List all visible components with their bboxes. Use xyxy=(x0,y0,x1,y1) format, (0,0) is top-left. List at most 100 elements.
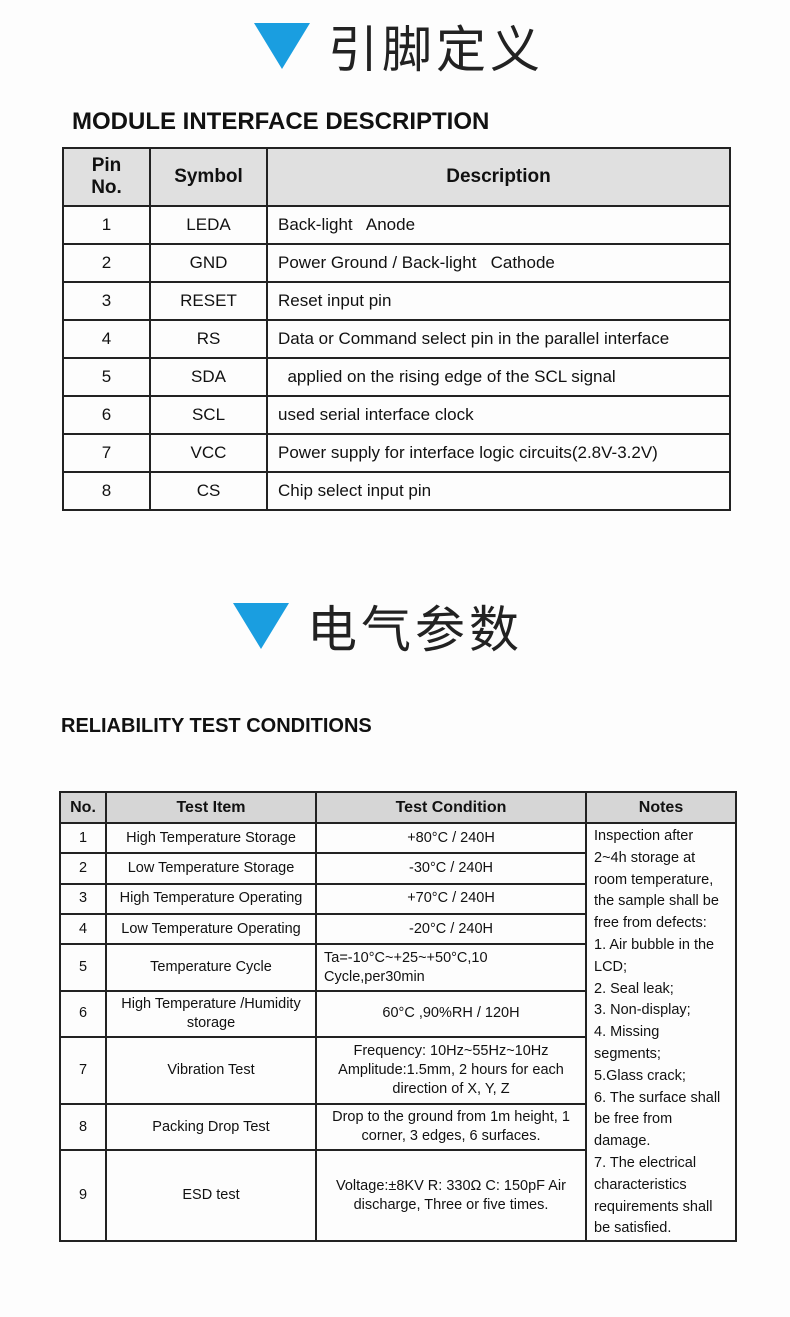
note-line: 3. Non-display; xyxy=(594,1002,691,1019)
test-condition: Drop to the ground from 1m height, 1 cor… xyxy=(315,1103,587,1151)
test-number: 9 xyxy=(59,1148,107,1243)
note-line: LCD; xyxy=(594,958,628,975)
test-item: ESD test xyxy=(105,1148,317,1243)
test-item: Vibration Test xyxy=(105,1035,317,1106)
pin-number: 8 xyxy=(62,471,151,511)
table-row: 3 RESET Reset input pin xyxy=(62,281,731,321)
note-line: 1. Air bubble in the xyxy=(594,936,715,953)
test-condition: +70°C / 240H xyxy=(315,882,587,916)
pin-description: Power supply for interface logic circuit… xyxy=(266,433,731,473)
pin-description: Data or Command select pin in the parall… xyxy=(266,319,731,359)
pin-symbol: RS xyxy=(149,319,268,359)
test-number: 2 xyxy=(59,852,107,885)
pin-symbol: SDA xyxy=(149,357,268,397)
pin-number: 6 xyxy=(62,395,151,435)
pin-symbol: VCC xyxy=(149,433,268,473)
table-row: 2 GND Power Ground / Back-light Cathode xyxy=(62,243,731,283)
pin-number: 4 xyxy=(62,319,151,359)
note-line: room temperature, xyxy=(594,871,714,888)
note-line: 5.Glass crack; xyxy=(594,1067,686,1084)
pin-number: 5 xyxy=(62,357,151,397)
header-test-condition: Test Condition xyxy=(315,791,587,824)
test-condition: Voltage:±8KV R: 330Ω C: 150pF Air discha… xyxy=(315,1148,587,1243)
test-number: 5 xyxy=(59,943,107,992)
table-row: 7 VCC Power supply for interface logic c… xyxy=(62,433,731,473)
note-line: 7. The electrical xyxy=(594,1154,697,1171)
note-line: requirements shall xyxy=(594,1198,713,1215)
pin-symbol: RESET xyxy=(149,281,268,321)
table-row: 9 ESD test Voltage:±8KV R: 330Ω C: 150pF… xyxy=(59,1148,736,1243)
header-notes: Notes xyxy=(585,791,737,824)
pin-description: Back-light Anode xyxy=(266,205,731,245)
note-line: 2. Seal leak; xyxy=(594,980,674,997)
table-row: 1 High Temperature Storage +80°C / 240H I… xyxy=(59,821,737,1243)
notes-cell: Inspection after 2~4h storage at room temp… xyxy=(585,821,737,1243)
note-line: characteristics xyxy=(594,1176,687,1193)
table-header: Pin No. Symbol Description xyxy=(62,147,731,207)
test-item: Low Temperature Storage xyxy=(105,852,317,885)
pin-symbol: SCL xyxy=(149,395,268,435)
note-line: be free from xyxy=(594,1111,673,1128)
test-number: 6 xyxy=(59,990,107,1038)
table-row: 2 Low Temperature Storage -30°C / 240H xyxy=(59,852,736,885)
table-row: 4 Low Temperature Operating -20°C / 240H xyxy=(59,913,736,946)
reliability-title: RELIABILITY TEST CONDITIONS xyxy=(61,715,372,737)
pin-description: used serial interface clock xyxy=(266,395,731,435)
test-item: Low Temperature Operating xyxy=(105,913,317,946)
test-item: High Temperature Operating xyxy=(105,882,317,916)
table-row: 6 SCL used serial interface clock xyxy=(62,395,731,435)
pin-symbol: LEDA xyxy=(149,205,268,245)
reliability-table: No. Test Item Test Condition Notes 1 Hig… xyxy=(59,791,737,1243)
header-pin-no: Pin No. xyxy=(62,147,151,207)
test-number: 3 xyxy=(59,882,107,916)
header-description: Description xyxy=(266,147,731,207)
note-line: the sample shall be xyxy=(594,893,719,910)
module-interface-title: MODULE INTERFACE DESCRIPTION xyxy=(72,108,490,135)
table-row: 7 Vibration Test Frequency: 10Hz~55Hz~10… xyxy=(59,1035,736,1106)
table-row: 1 LEDA Back-light Anode xyxy=(62,205,731,245)
test-item: Temperature Cycle xyxy=(105,943,317,992)
table-row: 8 CS Chip select input pin xyxy=(62,471,731,511)
note-line: 2~4h storage at xyxy=(594,849,696,866)
pin-number: 2 xyxy=(62,243,151,283)
section-heading-text: 引脚定义 xyxy=(328,21,544,79)
test-condition: -30°C / 240H xyxy=(315,852,587,885)
test-item: High Temperature Storage xyxy=(105,821,317,855)
test-condition: Ta=-10°C~+25~+50°C,10 Cycle,per30min xyxy=(315,943,587,992)
note-line: be satisfied. xyxy=(594,1220,672,1237)
pin-symbol: GND xyxy=(149,243,268,283)
note-line: segments; xyxy=(594,1045,661,1062)
test-number: 4 xyxy=(59,913,107,946)
section-heading-pin-definition: 引脚定义 xyxy=(254,10,544,82)
note-line: damage. xyxy=(594,1133,651,1150)
test-number: 7 xyxy=(59,1035,107,1106)
pin-description: Chip select input pin xyxy=(266,471,731,511)
test-number: 8 xyxy=(59,1103,107,1151)
table-row: 6 High Temperature /Humidity storage 60°… xyxy=(59,990,736,1038)
pin-number: 3 xyxy=(62,281,151,321)
pin-description: Reset input pin xyxy=(266,281,731,321)
section-heading-electrical-parameters: 电气参数 xyxy=(233,590,523,662)
test-item: High Temperature /Humidity storage xyxy=(105,990,317,1038)
triangle-down-icon xyxy=(233,603,289,649)
note-line: 6. The surface shall xyxy=(594,1089,721,1106)
pin-symbol: CS xyxy=(149,471,268,511)
test-condition: 60°C ,90%RH / 120H xyxy=(315,990,587,1038)
table-header: No. Test Item Test Condition Notes xyxy=(59,791,737,824)
table-row: 5 Temperature Cycle Ta=-10°C~+25~+50°C,1… xyxy=(59,943,736,992)
note-line: Inspection after xyxy=(594,828,694,844)
section-heading-text: 电气参数 xyxy=(307,601,523,659)
header-no: No. xyxy=(59,791,107,824)
table-row: 4 RS Data or Command select pin in the p… xyxy=(62,319,731,359)
pin-description: Power Ground / Back-light Cathode xyxy=(266,243,731,283)
header-symbol: Symbol xyxy=(149,147,268,207)
note-line: 4. Missing xyxy=(594,1024,660,1041)
table-row: 8 Packing Drop Test Drop to the ground f… xyxy=(59,1103,736,1151)
table-row: 5 SDA applied on the rising edge of the … xyxy=(62,357,731,397)
test-number: 1 xyxy=(59,821,107,855)
test-condition: Frequency: 10Hz~55Hz~10Hz Amplitude:1.5m… xyxy=(315,1035,587,1106)
table-row: 3 High Temperature Operating +70°C / 240… xyxy=(59,882,736,916)
header-test-item: Test Item xyxy=(105,791,317,824)
test-condition: +80°C / 240H xyxy=(315,821,587,855)
